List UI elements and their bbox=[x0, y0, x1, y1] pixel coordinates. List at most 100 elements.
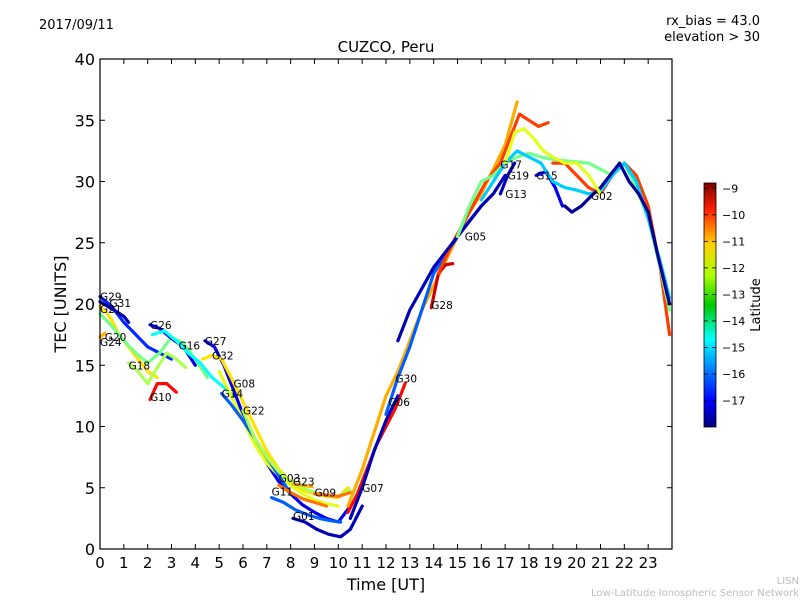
satellite-label: G26 bbox=[150, 320, 172, 332]
x-tick-label: 9 bbox=[310, 554, 320, 572]
satellite-label: G27 bbox=[205, 336, 227, 348]
series-G03 bbox=[277, 483, 328, 508]
satellite-label: G07 bbox=[362, 483, 384, 495]
colorbar-tick-label: −9 bbox=[722, 182, 738, 195]
colorbar-tick-label: −11 bbox=[722, 235, 745, 248]
satellite-label: G06 bbox=[388, 397, 410, 409]
colorbar-tick-label: −15 bbox=[722, 341, 745, 354]
series-G01 bbox=[291, 504, 364, 539]
y-axis-ticks: 0 5 10 15 20 25 30 35 40 bbox=[75, 50, 672, 559]
x-tick-label: 2 bbox=[143, 554, 153, 572]
plot-frame bbox=[99, 58, 673, 550]
satellite-label: G17 bbox=[500, 159, 522, 171]
y-tick-label: 15 bbox=[75, 356, 95, 375]
series-G13 bbox=[396, 173, 507, 343]
colorbar-tick-label: −17 bbox=[722, 394, 745, 407]
x-tick-label: 15 bbox=[448, 554, 467, 572]
satellite-label: G16 bbox=[179, 341, 201, 353]
satellite-label: G15 bbox=[536, 170, 558, 182]
y-tick-label: 30 bbox=[75, 173, 95, 192]
y-tick-label: 10 bbox=[75, 418, 95, 437]
x-tick-label: 16 bbox=[472, 554, 491, 572]
satellite-label: G03 bbox=[279, 473, 301, 485]
satellite-label: G18 bbox=[129, 360, 151, 372]
series-G18 bbox=[127, 351, 188, 386]
satellite-label: G29 bbox=[100, 292, 122, 304]
x-tick-label: 18 bbox=[519, 554, 538, 572]
date-label: 2017/09/11 bbox=[39, 18, 114, 33]
satellite-label: G30 bbox=[396, 374, 418, 386]
network-short-credit: LISN bbox=[776, 576, 799, 587]
series-layer bbox=[98, 100, 672, 539]
colorbar-tick-label: −14 bbox=[722, 315, 745, 328]
elevation-label: elevation > 30 bbox=[664, 30, 760, 45]
series-G06 bbox=[348, 394, 400, 521]
x-tick-label: 14 bbox=[424, 554, 443, 572]
colorbar-tick-label: −16 bbox=[722, 368, 745, 381]
x-tick-label: 21 bbox=[591, 554, 610, 572]
x-tick-label: 7 bbox=[262, 554, 272, 572]
satellite-label: G31 bbox=[110, 298, 132, 310]
series-G19 bbox=[498, 161, 517, 196]
colorbar-ticks: −9 −10 −11 −12 −13 −14 −15 −16 −17 bbox=[704, 182, 745, 407]
x-tick-label: 17 bbox=[496, 554, 515, 572]
satellite-label: G01 bbox=[293, 511, 315, 523]
series-G12b-arc bbox=[503, 127, 603, 196]
series-G12-arc bbox=[455, 151, 672, 312]
series-G20 bbox=[98, 312, 209, 380]
x-tick-label: 4 bbox=[191, 554, 201, 572]
x-tick-label: 0 bbox=[95, 554, 105, 572]
series-G31 bbox=[98, 300, 131, 324]
series-G10 bbox=[148, 382, 178, 402]
satellite-label: G09 bbox=[315, 488, 337, 500]
satellite-label: G08 bbox=[234, 379, 256, 391]
x-tick-label: 23 bbox=[639, 554, 658, 572]
rx-bias-label: rx_bias = 43.0 bbox=[666, 14, 760, 29]
x-tick-label: 20 bbox=[567, 554, 586, 572]
x-tick-label: 22 bbox=[615, 554, 634, 572]
x-tick-label: 19 bbox=[543, 554, 562, 572]
satellite-label: G28 bbox=[431, 300, 453, 312]
y-tick-label: 20 bbox=[75, 295, 95, 314]
y-axis-label: TEC [UNITS] bbox=[51, 256, 70, 354]
satellite-label: G24 bbox=[100, 337, 122, 349]
satellite-label: G14 bbox=[222, 388, 244, 400]
satellite-label: G10 bbox=[150, 392, 172, 404]
colorbar-tick-label: −12 bbox=[722, 262, 745, 275]
x-axis-label: Time [UT] bbox=[346, 575, 425, 594]
y-tick-label: 0 bbox=[85, 540, 95, 559]
x-tick-label: 12 bbox=[376, 554, 395, 572]
x-tick-label: 3 bbox=[167, 554, 177, 572]
satellite-label: G13 bbox=[505, 189, 527, 201]
satellite-label: G20 bbox=[105, 332, 127, 344]
series-G24 bbox=[98, 331, 107, 339]
network-full-credit: Low-Latitude Ionospheric Sensor Network bbox=[591, 588, 799, 599]
satellite-label: G05 bbox=[465, 232, 487, 244]
series-G09 bbox=[312, 491, 352, 498]
x-tick-label: 5 bbox=[214, 554, 224, 572]
colorbar-label: Latitude bbox=[749, 278, 764, 332]
x-tick-label: 8 bbox=[286, 554, 296, 572]
chart-title: CUZCO, Peru bbox=[337, 38, 435, 56]
y-tick-label: 40 bbox=[75, 50, 95, 69]
y-tick-label: 25 bbox=[75, 234, 95, 253]
satellite-label: G02 bbox=[591, 191, 613, 203]
y-tick-label: 5 bbox=[85, 479, 95, 498]
colorbar-tick-label: −13 bbox=[722, 288, 745, 301]
satellite-label: G23 bbox=[293, 477, 315, 489]
satellite-label: G11 bbox=[272, 486, 294, 498]
x-tick-label: 6 bbox=[238, 554, 248, 572]
satellite-label: G21 bbox=[100, 304, 122, 316]
x-tick-label: 10 bbox=[329, 554, 348, 572]
y-tick-label: 35 bbox=[75, 111, 95, 130]
series-G16 bbox=[150, 329, 236, 398]
satellite-label: G32 bbox=[212, 350, 234, 362]
series-G23 bbox=[291, 482, 314, 489]
x-tick-label: 11 bbox=[353, 554, 372, 572]
series-G04-arc bbox=[563, 161, 672, 306]
x-tick-label: 13 bbox=[400, 554, 419, 572]
series-G11 bbox=[270, 496, 343, 524]
x-tick-label: 1 bbox=[119, 554, 129, 572]
